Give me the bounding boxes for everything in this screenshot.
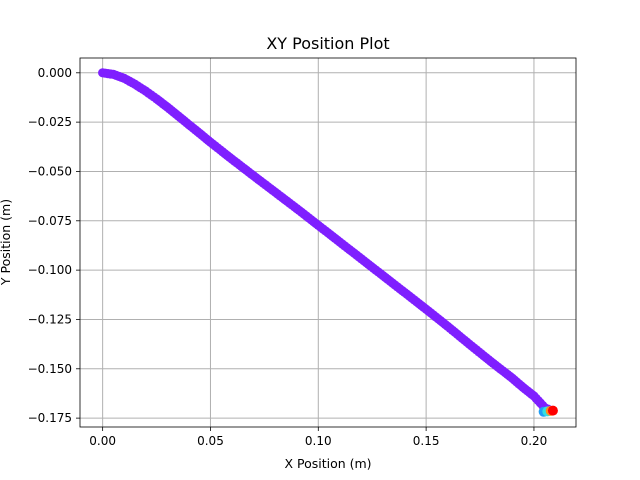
y-axis-title: Y Position (m): [0, 199, 13, 286]
x-tick-label: 0.05: [197, 434, 224, 448]
y-tick-label: −0.175: [28, 411, 72, 425]
y-tick-label: −0.050: [28, 164, 72, 178]
trajectory-series: [98, 68, 558, 417]
chart-title: XY Position Plot: [266, 34, 389, 53]
y-tick-label: −0.125: [28, 312, 72, 326]
y-tick-label: −0.075: [28, 214, 72, 228]
y-tick-label: 0.000: [38, 66, 72, 80]
y-tick-label: −0.025: [28, 115, 72, 129]
x-tick-label: 0.10: [305, 434, 332, 448]
x-tick-label: 0.15: [413, 434, 440, 448]
x-tick-label: 0.00: [89, 434, 116, 448]
x-tick-label: 0.20: [521, 434, 548, 448]
end-point: [547, 405, 558, 416]
x-axis-title: X Position (m): [284, 456, 371, 471]
y-tick-label: −0.100: [28, 263, 72, 277]
x-axis-ticks: 0.00 0.05 0.10 0.15 0.20: [89, 427, 547, 448]
y-axis-ticks: 0.000 −0.025 −0.050 −0.075 −0.100 −0.125 −0.15…: [28, 66, 80, 425]
y-tick-label: −0.150: [28, 362, 72, 376]
grid: [80, 58, 576, 427]
plot-frame: [79, 57, 577, 428]
